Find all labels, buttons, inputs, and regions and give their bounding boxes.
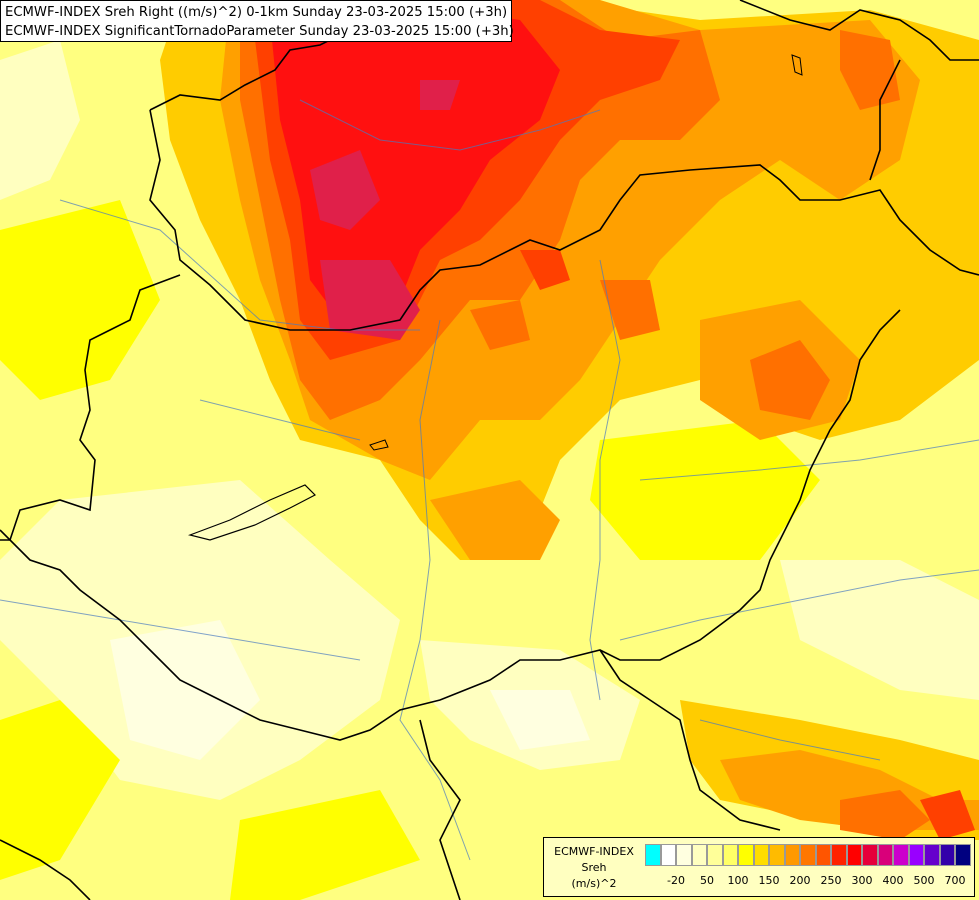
legend-tick-label: 200: [789, 874, 811, 887]
small-lake-outline-2: [791, 54, 803, 76]
rivers: [0, 99, 979, 861]
legend-swatch: [660, 844, 676, 866]
title-line-2: ECMWF-INDEX SignificantTornadoParameter …: [5, 24, 514, 39]
legend-swatch: [815, 844, 831, 866]
legend-source: ECMWF-INDEX: [554, 845, 634, 858]
legend-tick-label: 50: [700, 874, 714, 887]
legend-tick-label: 300: [851, 874, 873, 887]
legend-swatch: [676, 844, 692, 866]
legend-swatch: [645, 844, 661, 866]
color-legend: ECMWF-INDEX Sreh (m/s)^2 -20 50 100 150 200 2…: [543, 837, 975, 897]
legend-swatches: [645, 844, 971, 866]
legend-tick-label: 500: [913, 874, 935, 887]
legend-swatch: [784, 844, 800, 866]
legend-swatch: [908, 844, 924, 866]
field-red: [270, 0, 560, 320]
field-lowest: [110, 620, 590, 760]
legend-variable: Sreh: [581, 861, 607, 874]
legend-swatch: [924, 844, 940, 866]
legend-swatch: [893, 844, 909, 866]
field-peak: [310, 80, 460, 340]
legend-swatch: [877, 844, 893, 866]
legend-swatch: [939, 844, 955, 866]
legend-swatch: [691, 844, 707, 866]
legend-swatch: [955, 844, 971, 866]
legend-tick-label: 150: [758, 874, 780, 887]
legend-tick-label: 250: [820, 874, 842, 887]
title-line-1: ECMWF-INDEX Sreh Right ((m/s)^2) 0-1km S…: [5, 5, 508, 20]
legend-ticks: -20 50 100 150 200 250 300 400 500 700: [645, 874, 970, 888]
legend-swatch: [722, 844, 738, 866]
legend-swatch: [769, 844, 785, 866]
map-title-box: ECMWF-INDEX Sreh Right ((m/s)^2) 0-1km S…: [0, 0, 514, 42]
legend-swatch: [753, 844, 769, 866]
legend-swatch: [831, 844, 847, 866]
legend-tick-label: 700: [944, 874, 966, 887]
legend-swatch: [707, 844, 723, 866]
lake-outline: [187, 484, 317, 541]
small-lake-outline: [369, 439, 389, 451]
legend-tick-label: 100: [727, 874, 749, 887]
legend-tick-label: 400: [882, 874, 904, 887]
legend-swatch: [738, 844, 754, 866]
legend-tick-label: -20: [667, 874, 685, 887]
legend-unit: (m/s)^2: [571, 877, 617, 890]
legend-swatch: [800, 844, 816, 866]
legend-swatch: [846, 844, 862, 866]
legend-swatch: [862, 844, 878, 866]
